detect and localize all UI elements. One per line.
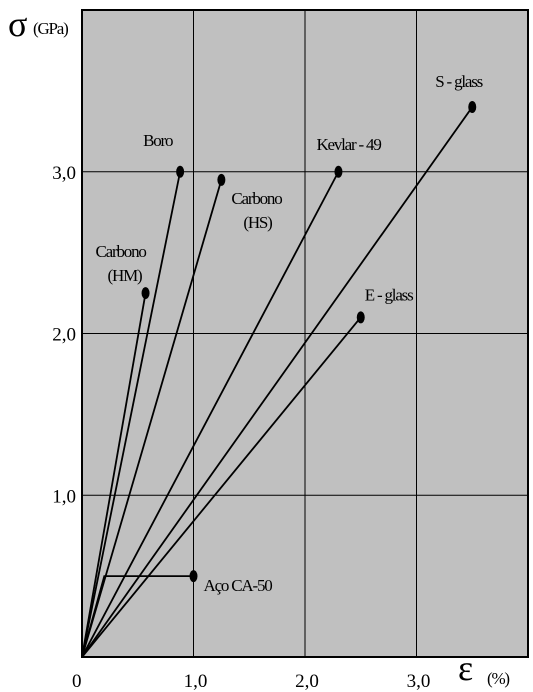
plot-frame [81,9,529,658]
x-tick-label: 0 [72,671,82,692]
y-axis-symbol: σ [8,4,27,44]
y-tick-label: 2,0 [52,325,76,346]
series-label: (HS) [243,213,272,232]
series-line-boro [81,171,182,658]
end-markers [141,101,477,583]
grid [82,10,528,657]
end-marker [356,311,365,324]
end-marker [217,173,226,186]
series-line-carbono-hm [81,292,147,658]
series-label: Aço CA-50 [204,576,273,595]
tick-labels: 0 1,0 2,0 3,0 1,0 2,0 3,0 [52,163,430,692]
series-line-carbono-hs [81,179,223,658]
x-tick-label: 1,0 [184,671,208,692]
series-label: Boro [143,131,173,150]
y-tick-label: 3,0 [52,163,76,184]
x-tick-label: 3,0 [407,671,431,692]
series-line-e-glass [81,316,362,658]
x-axis-symbol: ε [458,648,473,688]
series-lines [81,106,473,658]
end-marker [141,287,150,300]
series-line-s-glass [81,106,473,658]
end-marker [468,101,477,114]
x-tick-label: 2,0 [295,671,319,692]
series-label: Carbono [96,242,147,261]
end-marker [334,165,343,178]
series-label: S - glass [435,72,482,91]
end-marker [176,165,185,178]
series-line-a-o-ca-50 [81,575,194,658]
series-label: Kevlar - 49 [316,135,381,154]
end-marker [189,570,198,583]
y-axis-unit: (GPa) [33,19,68,38]
x-axis-unit: (%) [487,669,509,688]
series-label: Carbono [231,189,282,208]
series-labels: Boro Carbono (HM) Carbono (HS) Kevlar - 49 S -… [96,72,484,595]
y-tick-label: 1,0 [52,486,76,507]
series-label: (HM) [108,266,142,285]
series-label: E - glass [365,285,413,304]
